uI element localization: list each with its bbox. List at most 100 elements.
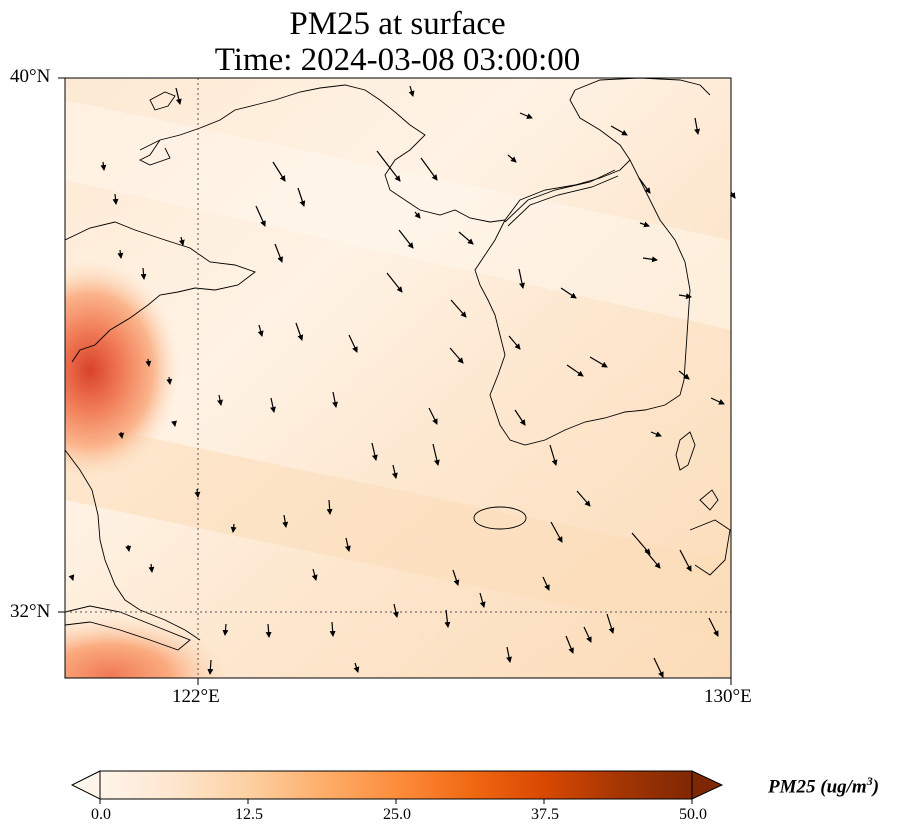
wind-arrow [650, 431, 662, 437]
wind-arrow [297, 187, 306, 207]
wind-arrow [479, 592, 486, 608]
colorbar [70, 770, 724, 804]
wind-arrow [694, 117, 701, 135]
wind-arrow [255, 205, 266, 227]
wind-arrow [222, 623, 229, 636]
wind-arrow [100, 161, 107, 171]
wind-arrow [398, 229, 414, 249]
wind-arrow [560, 287, 577, 299]
wind-arrow [450, 299, 467, 318]
wind-arrow [449, 347, 464, 364]
map-frame [64, 77, 732, 679]
wind-arrow [708, 617, 719, 637]
lon-label-122e: 122°E [172, 686, 220, 707]
wind-arrow [178, 236, 185, 246]
wind-arrow [508, 335, 521, 350]
wind-arrow [311, 568, 318, 581]
wind-arrow [452, 569, 460, 586]
wind-arrow [638, 177, 651, 194]
wind-arrow [217, 394, 223, 406]
wind-arrow [506, 646, 512, 663]
colorbar-label: PM25 (ug/m3) [768, 774, 880, 798]
wind-arrow [112, 193, 119, 205]
wind-arrow [549, 444, 558, 466]
wind-arrow [514, 409, 526, 426]
wind-arrow [391, 464, 398, 479]
wind-arrow [230, 523, 237, 533]
wind-arrow [518, 268, 525, 289]
map-title-line1: PM25 at surface [289, 6, 506, 42]
wind-arrow [414, 211, 421, 219]
colorbar-tick-0: 0.0 [91, 806, 111, 823]
wind-arrow [344, 537, 351, 552]
wind-arrow [642, 256, 658, 263]
wind-arrow [272, 161, 286, 182]
wind-arrow [408, 85, 415, 97]
wind-arrow [329, 621, 336, 637]
colorbar-tick-4: 50.0 [679, 806, 707, 823]
wind-arrow [550, 521, 563, 543]
wind-arrow [295, 322, 304, 341]
wind-arrow [610, 125, 628, 136]
wind-arrow [576, 490, 591, 507]
lat-label-40n: 40°N [10, 66, 51, 87]
wind-arrow [282, 514, 289, 528]
wind-arrow [332, 391, 338, 408]
wind-arrow [678, 370, 690, 380]
wind-arrow [376, 150, 401, 182]
wind-arrow [428, 407, 438, 425]
wind-arrow [171, 420, 177, 427]
wind-arrow [729, 191, 736, 199]
wind-arrow [270, 397, 276, 413]
coastlines [65, 78, 731, 651]
wind-arrow [542, 576, 550, 591]
wind-arrow [589, 356, 608, 368]
wind-arrow [566, 364, 584, 377]
colorbar-tick-3: 37.5 [531, 806, 559, 823]
wind-arrow [519, 112, 533, 119]
wind-arrow [631, 532, 651, 555]
wind-arrow [458, 231, 474, 245]
wind-arrow [118, 431, 125, 439]
wind-arrow [639, 221, 650, 228]
wind-arrow [420, 157, 438, 181]
wind-arrow [432, 443, 440, 466]
gridlines [65, 78, 731, 678]
wind-arrow [348, 334, 358, 353]
wind-arrow [371, 442, 378, 461]
wind-arrow [679, 549, 692, 572]
wind-arrow [194, 488, 201, 498]
wind-arrow [583, 626, 592, 643]
colorbar-tick-2: 25.0 [383, 806, 411, 823]
lon-label-130e: 130°E [704, 686, 752, 707]
wind-arrow [207, 659, 214, 675]
wind-arrow [644, 549, 661, 569]
axis-ticks [58, 77, 732, 685]
wind-arrow [710, 397, 725, 405]
wind-arrow [257, 324, 264, 337]
wind-arrow [175, 87, 182, 105]
wind-arrow [274, 243, 283, 263]
map-title-line2: Time: 2024-03-08 03:00:00 [214, 42, 581, 78]
wind-arrow [507, 154, 517, 163]
wind-arrow [125, 544, 132, 552]
wind-arrow [145, 358, 152, 367]
wind-arrow [140, 267, 147, 280]
wind-arrow [68, 574, 75, 581]
wind-arrow [386, 272, 403, 293]
lat-label-32n: 32°N [10, 601, 51, 622]
wind-arrow [392, 603, 399, 618]
wind-arrow [606, 613, 615, 634]
wind-arrow [117, 249, 124, 259]
wind-arrow [653, 657, 664, 678]
wind-arrow [265, 623, 272, 638]
wind-arrow [148, 563, 155, 573]
pm25-field [65, 78, 731, 678]
wind-arrow [166, 376, 173, 385]
wind-vectors [68, 85, 736, 678]
colorbar-tick-1: 12.5 [235, 806, 263, 823]
wind-arrow [565, 635, 574, 654]
wind-arrow [353, 662, 360, 673]
wind-arrow [326, 499, 333, 515]
